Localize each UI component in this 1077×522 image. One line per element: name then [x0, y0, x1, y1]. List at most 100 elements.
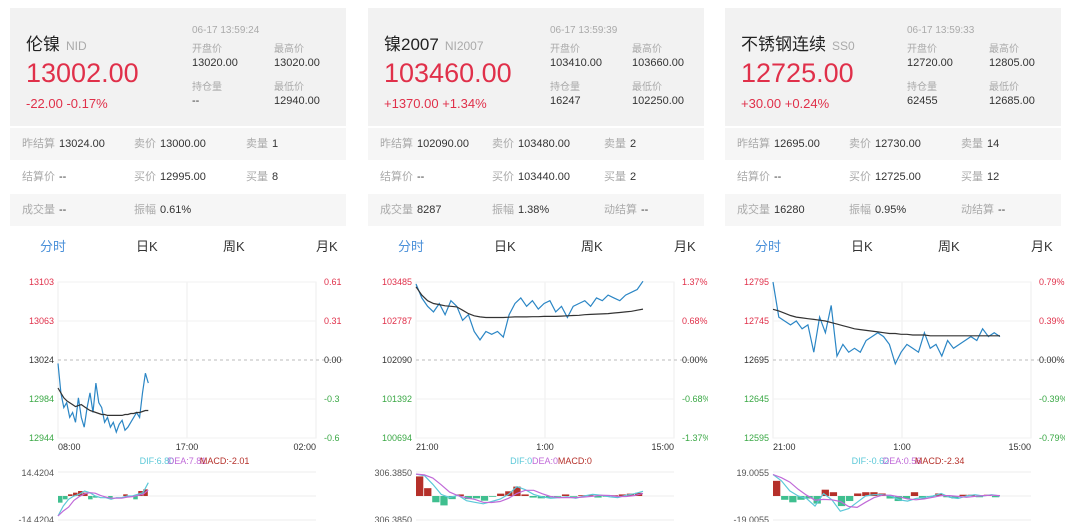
stat-item: 最低价 102250.00: [632, 78, 684, 107]
macd-bar: [789, 496, 797, 503]
pct-tick-label: 0.61: [324, 277, 342, 287]
macd-bar: [837, 496, 846, 507]
tab-intraday[interactable]: 分时: [755, 239, 782, 254]
info-cell: 买量 12: [961, 161, 999, 193]
macd-bar: [497, 493, 505, 496]
macd-bar: [902, 496, 911, 499]
stat-item: 持仓量 62455: [907, 78, 938, 107]
average-price-line: [772, 308, 1000, 337]
stat-label: 最高价: [274, 44, 304, 55]
info-label: 买量: [246, 171, 268, 183]
info-label: 结算价: [380, 171, 413, 183]
tab-weekly[interactable]: 周K: [581, 239, 603, 254]
macd-bar: [773, 480, 781, 496]
info-cell: 买量 8: [246, 161, 278, 193]
price-line: [415, 280, 644, 341]
info-value: 14: [987, 138, 1000, 150]
info-cell: 买量 2: [604, 161, 636, 193]
stat-item: 最高价 13020.00: [274, 40, 320, 69]
info-label: 卖价: [849, 138, 871, 150]
info-cell: 结算价 --: [380, 161, 424, 193]
info-value: --: [59, 171, 67, 183]
last-price: 12725.00: [741, 58, 854, 88]
info-value: 1.38%: [518, 204, 550, 216]
macd-bar: [529, 496, 537, 498]
tab-intraday[interactable]: 分时: [40, 239, 67, 254]
tab-daily[interactable]: 日K: [136, 239, 158, 254]
info-label: 卖价: [134, 138, 156, 150]
tab-daily[interactable]: 日K: [851, 239, 873, 254]
macd-bar: [73, 492, 78, 496]
macd-bar: [521, 494, 529, 496]
macd-bar: [545, 496, 554, 498]
info-value: 8: [272, 171, 279, 183]
stat-label: 最高价: [989, 44, 1019, 55]
x-tick-label: 1:00: [893, 442, 911, 452]
intraday-chart: 13103 0.61 13063 0.31 13024 0.00 12984 -0.3 1294…: [18, 277, 346, 522]
info-label: 买价: [849, 171, 871, 183]
tab-weekly[interactable]: 周K: [938, 239, 960, 254]
dif-label: DIF:-0.62: [852, 456, 890, 466]
macd-bar: [93, 496, 98, 498]
last-price: 103460.00: [384, 58, 512, 88]
quote-panel[interactable]: 不锈钢连续 SS0 12725.00 +30.00 +0.24% 06-17 13…: [725, 8, 1065, 522]
macd-bar: [959, 494, 967, 496]
x-tick-label: 15:00: [1008, 442, 1031, 452]
macd-bar: [88, 496, 93, 500]
info-label: 结算价: [22, 171, 55, 183]
dea-label: DEA:7.81: [168, 456, 207, 466]
info-label: 卖量: [961, 138, 983, 150]
macd-tick-label: 19.0055: [736, 468, 769, 478]
pct-tick-label: 0.68%: [682, 316, 708, 326]
quote-panel[interactable]: 镍2007 NI2007 103460.00 +1370.00 +1.34% 06…: [368, 8, 708, 522]
info-row: 结算价 -- 买价 12995.00 买量 8: [10, 161, 346, 193]
info-value: 8287: [417, 204, 442, 216]
price-line: [772, 281, 1001, 366]
stat-label: 持仓量: [192, 82, 222, 93]
dea-line: [415, 473, 644, 504]
y-tick-label: 12645: [744, 394, 769, 404]
info-label: 动结算: [604, 204, 637, 216]
info-cell: 卖量 14: [961, 128, 999, 160]
macd-bar: [570, 496, 578, 497]
info-cell: 卖量 1: [246, 128, 278, 160]
stat-item: 最高价 103660.00: [632, 40, 684, 69]
stat-value: 103410.00: [550, 57, 602, 69]
pct-tick-label: -0.68%: [682, 394, 708, 404]
macd-bar: [594, 496, 602, 498]
macd-bar: [456, 494, 464, 496]
intraday-chart: 12795 0.79% 12745 0.39% 12695 0.00% 12645 -0.39…: [733, 277, 1065, 522]
tab-monthly[interactable]: 月K: [316, 239, 338, 254]
tab-intraday[interactable]: 分时: [398, 239, 425, 254]
macd-bar: [845, 496, 854, 502]
info-value: --: [774, 171, 782, 183]
macd-bar: [781, 496, 789, 500]
pct-tick-label: -0.39%: [1039, 394, 1065, 404]
x-tick-label: 15:00: [651, 442, 674, 452]
info-cell: 动结算 --: [961, 194, 1005, 226]
instrument-code: NI2007: [444, 39, 484, 53]
info-label: 买量: [961, 171, 983, 183]
info-cell: 卖价 13000.00: [134, 128, 206, 160]
pct-tick-label: -0.79%: [1039, 433, 1065, 443]
info-value: 12: [987, 171, 1000, 183]
tab-daily[interactable]: 日K: [494, 239, 516, 254]
pct-tick-label: -0.3: [324, 394, 340, 404]
timestamp: 06-17 13:59:24: [192, 25, 260, 36]
timestamp: 06-17 13:59:39: [550, 25, 618, 36]
info-label: 成交量: [380, 204, 413, 216]
y-tick-label: 12795: [744, 277, 769, 287]
stat-value: 12805.00: [989, 57, 1035, 69]
macd-bar: [862, 492, 870, 496]
stat-label: 最低价: [989, 82, 1019, 93]
dea-line: [57, 489, 149, 517]
tab-monthly[interactable]: 月K: [1031, 239, 1053, 254]
tab-monthly[interactable]: 月K: [674, 239, 696, 254]
macd-bar: [561, 494, 570, 496]
quote-panel[interactable]: 伦镍 NID 13002.00 -22.00 -0.17% 06-17 13:59…: [10, 8, 346, 522]
macd-bar: [472, 496, 481, 499]
tab-weekly[interactable]: 周K: [223, 239, 245, 254]
macd-bar: [854, 493, 862, 496]
y-tick-label: 13024: [29, 355, 54, 365]
info-label: 昨结算: [380, 138, 413, 150]
